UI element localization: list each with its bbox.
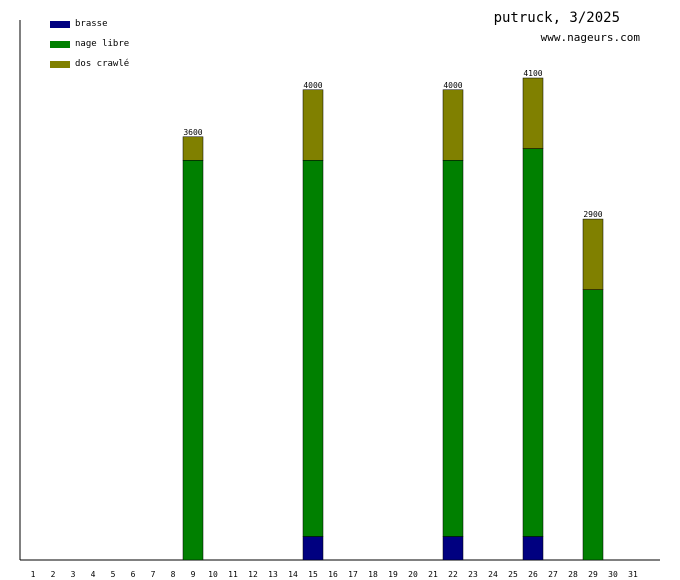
x-tick-label: 13: [268, 570, 278, 579]
data-label: 4000: [303, 81, 322, 90]
x-tick-label: 14: [288, 570, 298, 579]
x-tick-label: 15: [308, 570, 318, 579]
bar-segment-brasse: [442, 536, 464, 561]
data-label: 2900: [583, 210, 602, 219]
bar-segment-brasse: [522, 536, 544, 561]
bar-segment-nage-libre: [442, 160, 464, 537]
data-label: 3600: [183, 128, 202, 137]
legend-swatch-nage-libre: [50, 40, 70, 48]
bar-segment-dos-crawlé: [302, 89, 324, 161]
x-tick-label: 9: [191, 570, 196, 579]
bar-segment-dos-crawlé: [582, 218, 604, 290]
x-tick-label: 5: [111, 570, 116, 579]
x-tick-label: 22: [448, 570, 458, 579]
x-tick-label: 1: [31, 570, 36, 579]
x-tick-label: 20: [408, 570, 418, 579]
x-tick-label: 27: [548, 570, 558, 579]
x-tick-label: 11: [228, 570, 238, 579]
bar-segment-dos-crawlé: [522, 77, 544, 149]
x-tick-label: 29: [588, 570, 598, 579]
legend: brasse nage libre dos crawlé: [50, 14, 129, 74]
x-tick-label: 3: [71, 570, 76, 579]
x-tick-label: 7: [151, 570, 156, 579]
bar-segment-brasse: [302, 536, 324, 561]
data-label: 4100: [523, 69, 542, 78]
legend-label: brasse: [75, 19, 108, 29]
x-tick-label: 18: [368, 570, 378, 579]
bar-segment-nage-libre: [522, 148, 544, 537]
x-tick-label: 10: [208, 570, 218, 579]
chart-title: putruck, 3/2025: [493, 10, 620, 26]
x-tick-label: 17: [348, 570, 358, 579]
legend-swatch-brasse: [50, 20, 70, 28]
legend-swatch-dos-crawle: [50, 60, 70, 68]
bar-segment-nage-libre: [302, 160, 324, 537]
x-tick-label: 23: [468, 570, 478, 579]
x-tick-label: 26: [528, 570, 538, 579]
x-tick-label: 30: [608, 570, 618, 579]
bar-segment-dos-crawlé: [182, 136, 204, 161]
x-tick-label: 31: [628, 570, 638, 579]
x-tick-label: 21: [428, 570, 438, 579]
x-tick-label: 4: [91, 570, 96, 579]
x-tick-label: 19: [388, 570, 398, 579]
bar-segment-nage-libre: [182, 160, 204, 561]
x-tick-label: 8: [171, 570, 176, 579]
x-tick-label: 24: [488, 570, 498, 579]
bar-segment-nage-libre: [582, 289, 604, 561]
bar-segment-dos-crawlé: [442, 89, 464, 161]
x-tick-label: 28: [568, 570, 578, 579]
legend-item-dos-crawle: dos crawlé: [50, 54, 129, 74]
legend-item-nage-libre: nage libre: [50, 34, 129, 54]
legend-item-brasse: brasse: [50, 14, 129, 34]
x-tick-label: 6: [131, 570, 136, 579]
x-tick-label: 12: [248, 570, 258, 579]
x-tick-label: 25: [508, 570, 518, 579]
site-url: www.nageurs.com: [540, 31, 640, 44]
data-label: 4000: [443, 81, 462, 90]
x-tick-label: 16: [328, 570, 338, 579]
legend-label: dos crawlé: [75, 59, 130, 69]
legend-label: nage libre: [75, 39, 130, 49]
x-tick-label: 2: [51, 570, 56, 579]
